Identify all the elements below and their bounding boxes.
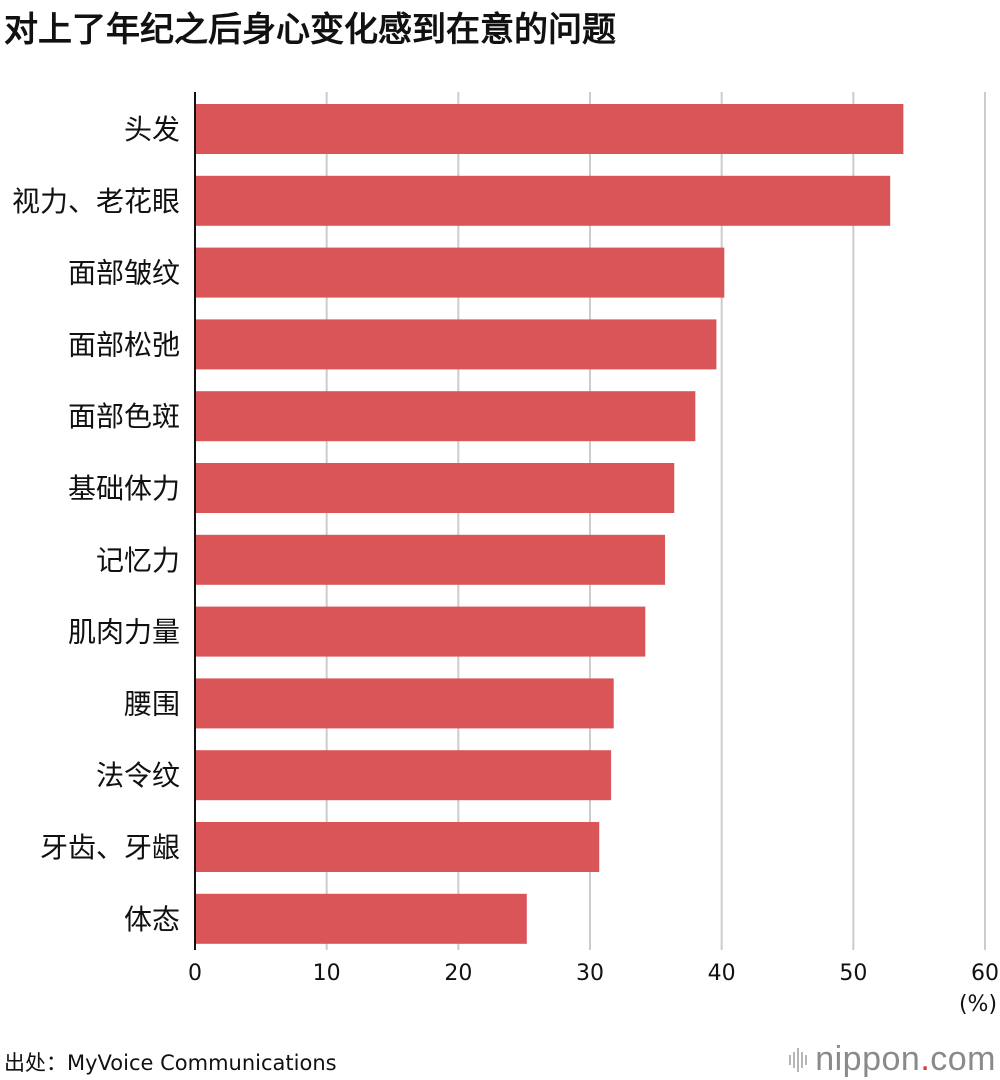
grid-lines	[325, 92, 986, 950]
category-label: 腰围	[124, 687, 180, 720]
category-label: 基础体力	[68, 472, 180, 505]
bar	[195, 463, 675, 513]
chart-title: 对上了年纪之后身心变化感到在意的问题	[4, 10, 616, 50]
x-tick-label: 30	[576, 961, 604, 986]
bar	[195, 822, 600, 872]
category-label: 头发	[124, 113, 180, 146]
source-note: 出处：MyVoice Communications	[4, 1051, 337, 1075]
bar	[195, 104, 904, 154]
category-label: 面部皱纹	[68, 257, 180, 290]
bar	[195, 606, 646, 657]
category-labels: 头发视力、老花眼面部皱纹面部松弛面部色斑基础体力记忆力肌肉力量腰围法令纹牙齿、牙…	[12, 113, 180, 936]
category-label: 牙齿、牙龈	[40, 831, 180, 864]
bars	[195, 104, 904, 944]
x-tick-label: 20	[444, 961, 472, 986]
bar	[195, 391, 696, 442]
category-label: 记忆力	[96, 544, 180, 577]
category-label: 体态	[124, 903, 180, 936]
category-label: 面部松弛	[68, 328, 180, 361]
logo-wordmark: nippon.com	[815, 1040, 996, 1078]
x-tick-label: 40	[708, 961, 736, 986]
x-tick-label: 50	[839, 961, 867, 986]
bar	[195, 893, 527, 944]
nippon-logo: nippon.com	[789, 1040, 996, 1079]
category-label: 视力、老花眼	[12, 185, 180, 218]
bar	[195, 678, 614, 729]
category-label: 肌肉力量	[68, 616, 180, 649]
category-label: 法令纹	[96, 759, 180, 792]
tick-labels: 0 10 20 30 40 50 60	[188, 961, 999, 986]
bar-chart: 头发视力、老花眼面部皱纹面部松弛面部色斑基础体力记忆力肌肉力量腰围法令纹牙齿、牙…	[12, 92, 999, 1017]
sound-bars-icon	[789, 1046, 808, 1074]
bar	[195, 534, 666, 585]
x-tick-label: 0	[188, 961, 202, 986]
bar	[195, 175, 891, 226]
x-tick-label: 10	[313, 961, 341, 986]
category-label: 面部色斑	[68, 400, 180, 433]
bar	[195, 750, 612, 801]
bar	[195, 247, 725, 298]
x-tick-label: 60	[971, 961, 999, 986]
x-unit-label: (%)	[959, 992, 997, 1017]
bar	[195, 319, 717, 370]
